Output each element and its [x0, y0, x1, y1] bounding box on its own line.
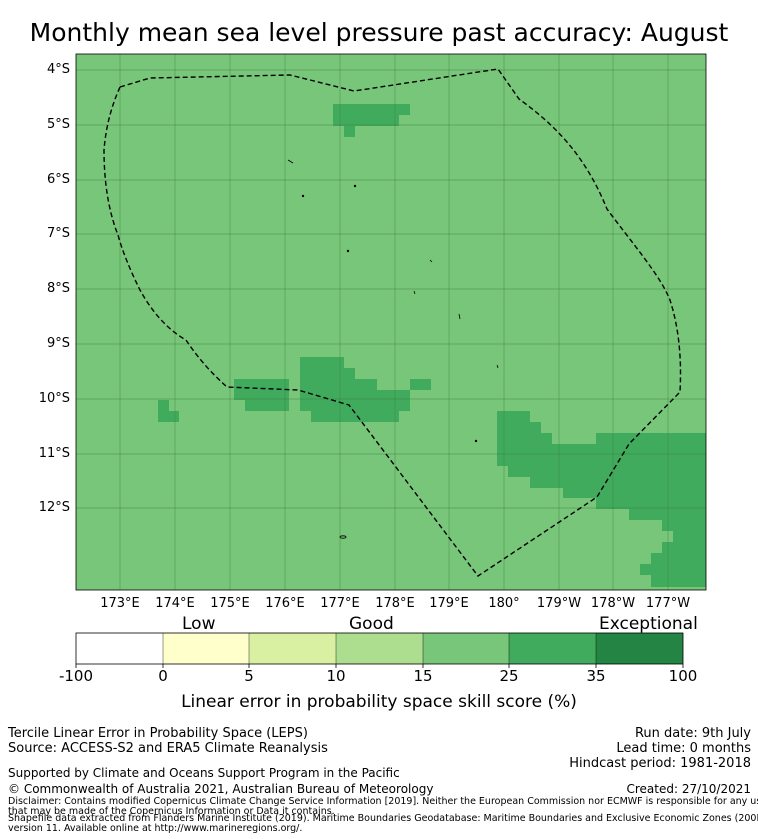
lon-label: 176°E: [265, 596, 305, 611]
lon-label: 178°E: [375, 596, 415, 611]
created-date: Created: 27/10/2021: [626, 782, 751, 796]
eez-boundary: [103, 68, 682, 577]
footer-method: Tercile Linear Error in Probability Spac…: [8, 726, 308, 741]
map-frame: [75, 53, 707, 591]
colorbar-tick: 10: [326, 667, 346, 685]
lon-label: 177°W: [645, 596, 691, 611]
shapefile-credit: Shapefile data extracted from Flanders M…: [8, 813, 758, 824]
footer-source: Source: ACCESS-S2 and ERA5 Climate Reana…: [8, 741, 328, 756]
colorbar-tick: 100: [668, 667, 698, 685]
lon-label: 173°E: [100, 596, 140, 611]
colorbar-segment: [423, 633, 509, 664]
lat-label: 5°S: [46, 117, 70, 132]
lead-time: Lead time: 0 months: [616, 741, 751, 756]
category-low: Low: [182, 614, 216, 634]
colorbar: [75, 632, 684, 668]
lat-label: 4°S: [46, 62, 70, 77]
lat-label: 8°S: [46, 281, 70, 296]
map-panel: [75, 53, 707, 591]
category-exceptional: Exceptional: [599, 614, 698, 634]
colorbar-tick: 35: [586, 667, 606, 685]
footer-copyright: © Commonwealth of Australia 2021, Austra…: [8, 782, 434, 796]
islands: [287, 159, 499, 539]
lon-label: 179°E: [429, 596, 469, 611]
colorbar-segment: [596, 633, 683, 664]
colorbar-segment: [336, 633, 423, 664]
page-title: Monthly mean sea level pressure past acc…: [29, 18, 729, 47]
lat-label: 6°S: [46, 172, 70, 187]
colorbar-segment: [163, 633, 249, 664]
lat-label: 7°S: [46, 226, 70, 241]
lat-label: 10°S: [38, 391, 70, 406]
lat-label: 11°S: [38, 446, 70, 461]
colorbar-tick: 15: [413, 667, 433, 685]
lon-label: 175°E: [210, 596, 250, 611]
colorbar-tick: 0: [158, 667, 168, 685]
lon-label: 177°E: [320, 596, 360, 611]
colorbar-tick: 5: [244, 667, 254, 685]
colorbar-tick: 25: [499, 667, 519, 685]
lat-label: 9°S: [46, 336, 70, 351]
footer-support: Supported by Climate and Oceans Support …: [8, 766, 400, 780]
lon-label: 178°W: [590, 596, 636, 611]
disclaimer-line: Disclaimer: Contains modified Copernicus…: [8, 796, 758, 807]
map-gridlines: [76, 54, 706, 590]
shapefile-credit: version 11. Available online at http://w…: [8, 823, 303, 834]
colorbar-segment: [509, 633, 596, 664]
colorbar-tick: -100: [58, 667, 94, 685]
lon-label: 174°E: [155, 596, 195, 611]
lon-label: 180°: [488, 596, 520, 611]
colorbar-label: Linear error in probability space skill …: [181, 692, 577, 712]
skill-patches-25-35: [158, 104, 706, 587]
category-good: Good: [349, 614, 394, 634]
lat-label: 12°S: [38, 500, 70, 515]
hindcast-period: Hindcast period: 1981-2018: [569, 756, 751, 771]
run-date: Run date: 9th July: [634, 726, 751, 741]
disclaimer-line: that may be made of the Copernicus Infor…: [8, 806, 335, 817]
colorbar-segment: [249, 633, 336, 664]
colorbar-segment: [76, 633, 163, 664]
lon-label: 179°W: [536, 596, 582, 611]
